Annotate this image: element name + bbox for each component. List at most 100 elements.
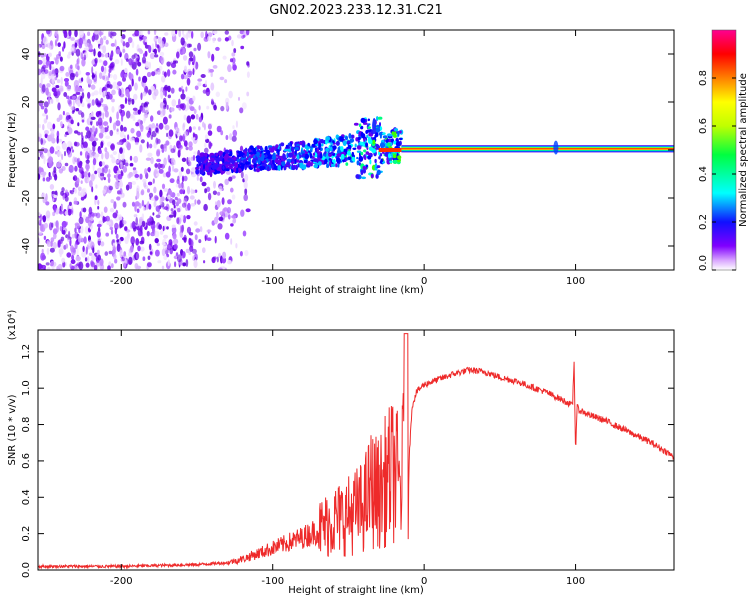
signal-blob <box>286 152 289 159</box>
noise-blob <box>55 97 60 103</box>
bot-y-tick-label: 0.8 <box>21 417 32 433</box>
noise-blob <box>56 79 61 84</box>
noise-blob <box>147 152 153 157</box>
noise-blob <box>82 141 88 149</box>
noise-blob <box>132 110 138 116</box>
noise-blob <box>208 141 212 150</box>
noise-blob <box>159 40 165 49</box>
noise-blob <box>102 75 106 80</box>
noise-blob <box>121 171 124 177</box>
noise-blob <box>135 122 140 127</box>
noise-blob <box>127 134 130 141</box>
noise-blob <box>206 237 212 241</box>
noise-blob <box>79 211 82 219</box>
noise-blob <box>199 176 203 183</box>
noise-blob <box>135 252 140 260</box>
noise-blob <box>156 173 160 177</box>
noise-blob <box>218 267 223 270</box>
noise-blob <box>106 83 110 88</box>
signal-blob <box>266 166 270 172</box>
noise-blob <box>97 205 100 210</box>
noise-blob <box>97 167 102 174</box>
noise-blob <box>98 59 103 63</box>
noise-blob <box>64 133 67 138</box>
noise-blob <box>172 199 176 206</box>
signal-blob <box>200 164 203 171</box>
noise-blob <box>149 215 153 222</box>
noise-blob <box>38 124 41 129</box>
signal-blob <box>387 138 392 143</box>
signal-blob <box>347 156 352 160</box>
noise-blob <box>162 107 166 116</box>
noise-blob <box>110 229 114 235</box>
noise-blob <box>229 133 233 141</box>
noise-blob <box>75 48 81 57</box>
signal-blob <box>345 135 348 141</box>
noise-blob <box>103 35 107 41</box>
noise-blob <box>195 61 199 70</box>
noise-blob <box>216 256 219 263</box>
noise-blob <box>180 93 186 100</box>
noise-blob <box>59 88 64 92</box>
noise-blob <box>51 190 56 195</box>
noise-blob <box>38 212 41 217</box>
noise-blob <box>76 158 80 166</box>
noise-blob <box>113 74 118 81</box>
noise-blob <box>183 114 187 121</box>
noise-blob <box>150 115 154 122</box>
noise-blob <box>45 114 49 120</box>
noise-blob <box>88 43 93 51</box>
noise-blob <box>68 201 72 206</box>
noise-blob <box>190 114 196 120</box>
noise-blob <box>72 99 75 107</box>
noise-blob <box>49 175 52 180</box>
colorbar-tick-label: 0.8 <box>698 70 709 86</box>
noise-blob <box>55 57 59 65</box>
noise-blob <box>163 234 169 239</box>
noise-blob <box>163 104 167 110</box>
noise-blob <box>71 254 75 261</box>
noise-blob <box>111 31 117 37</box>
noise-blob <box>49 40 53 46</box>
noise-blob <box>93 48 96 57</box>
signal-blob <box>329 160 332 167</box>
noise-blob <box>214 235 217 244</box>
noise-blob <box>192 132 195 138</box>
noise-blob <box>91 74 96 78</box>
noise-blob <box>74 242 78 250</box>
noise-blob <box>133 155 139 163</box>
noise-blob <box>125 110 131 119</box>
noise-blob <box>117 152 121 161</box>
signal-blob <box>328 153 333 157</box>
signal-blob <box>283 166 287 171</box>
signal-blob <box>320 139 324 144</box>
noise-blob <box>81 119 85 123</box>
noise-blob <box>166 226 169 230</box>
noise-blob <box>232 125 235 130</box>
noise-blob <box>93 212 98 217</box>
noise-blob <box>215 91 220 98</box>
signal-blob <box>267 154 272 159</box>
signal-blob <box>260 155 265 162</box>
noise-blob <box>81 77 84 82</box>
signal-blob <box>328 158 332 161</box>
noise-blob <box>80 180 83 185</box>
noise-blob <box>161 147 165 153</box>
noise-blob <box>128 173 132 179</box>
noise-blob <box>85 164 90 170</box>
signal-blob <box>364 155 367 161</box>
signal-blob <box>210 155 216 158</box>
signal-blob <box>215 170 221 174</box>
signal-blob <box>374 163 378 168</box>
signal-blob <box>365 151 370 155</box>
noise-blob <box>181 224 184 233</box>
noise-blob <box>46 266 51 270</box>
noise-blob <box>81 92 85 99</box>
noise-blob <box>159 189 163 198</box>
noise-blob <box>227 260 232 265</box>
signal-blob <box>363 168 366 174</box>
signal-blob <box>224 161 229 165</box>
signal-blob <box>365 142 369 148</box>
bot-x-tick-label: 0 <box>421 576 427 587</box>
signal-blob <box>388 157 393 161</box>
